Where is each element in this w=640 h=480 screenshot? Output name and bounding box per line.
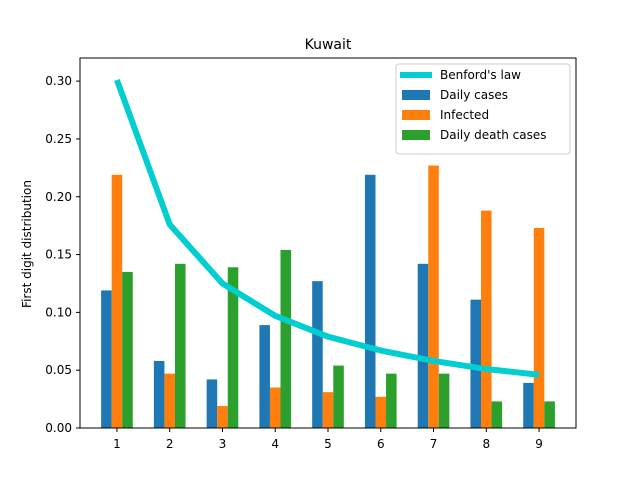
x-tick-label: 4 <box>271 437 279 451</box>
bar-daily-cases-9 <box>523 382 534 428</box>
bar-daily-death-cases-3 <box>227 267 239 428</box>
x-tick-label: 2 <box>166 437 174 451</box>
bar-daily-cases-1 <box>101 290 112 428</box>
axes-layer: 0.00 0.05 0.10 0.15 0.20 0.25 0.30 1 2 3 4 5 6 7 8 9 <box>45 57 577 451</box>
x-tick-label: 8 <box>482 437 490 451</box>
benford-line-layer <box>114 78 540 378</box>
bar-infected-5 <box>322 392 334 428</box>
legend-box <box>395 63 571 155</box>
legend: Benford's law Daily cases Infected Daily de… <box>395 63 571 155</box>
bar-daily-cases-3 <box>206 379 218 428</box>
bars-layer <box>101 165 555 428</box>
x-tick-label: 3 <box>219 437 227 451</box>
legend-label-daily-cases: Daily cases <box>440 88 508 102</box>
chart-title: Kuwait <box>305 37 352 53</box>
x-tick-label: 6 <box>377 437 385 451</box>
legend-swatch-daily-cases <box>402 90 430 100</box>
bar-infected-8 <box>481 210 492 428</box>
bar-infected-1 <box>111 174 123 428</box>
y-tick-label: 0.10 <box>45 305 72 319</box>
bar-daily-death-cases-2 <box>174 263 186 428</box>
y-tick-label: 0.25 <box>45 132 72 146</box>
bar-daily-death-cases-9 <box>544 401 555 428</box>
x-tick-label: 1 <box>113 437 121 451</box>
bar-infected-4 <box>269 387 281 428</box>
bar-daily-cases-5 <box>312 281 323 428</box>
bar-infected-7 <box>428 165 439 428</box>
y-tick-label: 0.15 <box>45 248 72 262</box>
line-benfords-law <box>114 78 540 378</box>
x-tick-label: 9 <box>535 437 543 451</box>
bar-daily-death-cases-8 <box>491 401 503 428</box>
legend-label-daily-death-cases: Daily death cases <box>440 128 547 142</box>
y-tick-label: 0.20 <box>45 190 72 204</box>
legend-swatch-daily-death-cases <box>402 130 430 140</box>
bar-daily-cases-6 <box>364 174 376 428</box>
bar-daily-cases-4 <box>259 325 270 428</box>
bar-daily-death-cases-5 <box>333 365 344 428</box>
legend-label-infected: Infected <box>440 108 489 122</box>
bar-daily-death-cases-7 <box>438 373 450 428</box>
bar-daily-death-cases-1 <box>122 271 133 428</box>
x-tick-label: 7 <box>430 437 438 451</box>
bar-daily-cases-7 <box>417 263 429 428</box>
bar-infected-3 <box>217 406 228 428</box>
bar-infected-9 <box>533 227 545 428</box>
y-axis-label: First digit distribution <box>20 180 34 308</box>
y-tick-label: 0.05 <box>45 363 72 377</box>
bar-daily-cases-2 <box>153 360 165 428</box>
bar-infected-6 <box>375 396 387 428</box>
bar-daily-death-cases-6 <box>386 373 397 428</box>
y-tick-label: 0.00 <box>45 421 72 435</box>
bar-daily-death-cases-4 <box>280 249 292 428</box>
bar-infected-2 <box>164 373 175 428</box>
y-tick-label: 0.30 <box>45 74 72 88</box>
bar-daily-cases-8 <box>470 299 482 428</box>
legend-swatch-infected <box>402 110 430 120</box>
x-tick-label: 5 <box>324 437 332 451</box>
legend-label-benford-s-law: Benford's law <box>440 68 521 82</box>
